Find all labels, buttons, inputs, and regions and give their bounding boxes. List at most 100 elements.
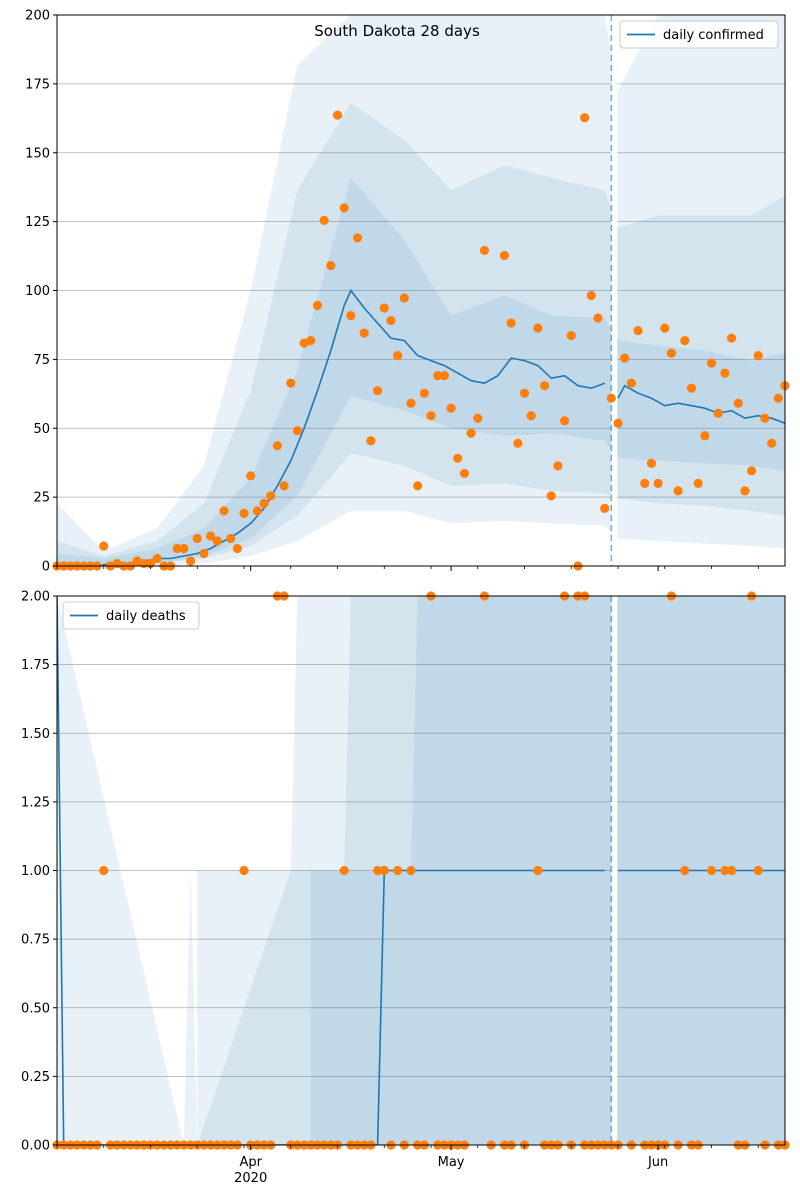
data-point — [252, 506, 262, 516]
data-point — [546, 491, 556, 501]
data-point — [319, 215, 329, 225]
data-point — [399, 293, 409, 303]
data-point — [352, 233, 363, 243]
y-tick-label: 75 — [33, 353, 50, 368]
data-point — [733, 398, 743, 408]
data-point — [212, 536, 222, 546]
data-point — [593, 313, 603, 323]
data-point — [439, 371, 449, 381]
data-point — [600, 503, 610, 513]
data-point — [453, 453, 463, 463]
data-point — [466, 428, 476, 438]
daily-deaths-panel: 0.00 0.25 0.50 0.75 1.00 1.25 1.50 1.75 2.00 Apr2… — [21, 590, 790, 1186]
legend-label: daily confirmed — [663, 28, 764, 43]
data-point — [393, 865, 403, 876]
data-point — [379, 303, 389, 313]
plot-area — [57, 15, 785, 566]
data-point — [339, 203, 349, 213]
data-point — [239, 508, 249, 519]
data-point — [620, 353, 630, 363]
data-point — [559, 416, 570, 426]
y-tick-label: 1.50 — [21, 727, 50, 742]
data-point — [526, 411, 536, 421]
y-tick-label: 0 — [42, 560, 50, 575]
data-point — [152, 553, 162, 564]
data-point — [185, 556, 196, 566]
data-point — [726, 333, 737, 343]
y-tick-label: 1.25 — [21, 795, 50, 810]
data-point — [680, 865, 690, 876]
y-tick-label: 0.75 — [21, 933, 50, 948]
series-line-segment-0 — [96, 288, 605, 566]
data-point — [653, 478, 663, 488]
data-point — [232, 543, 242, 554]
data-point — [246, 471, 256, 481]
data-point — [499, 250, 510, 261]
data-point — [726, 865, 737, 876]
data-point — [259, 498, 269, 508]
chart-title: South Dakota 28 days — [314, 22, 480, 40]
data-point — [753, 351, 763, 361]
y-tick-label: 100 — [25, 284, 50, 299]
data-point — [566, 330, 576, 341]
data-point — [379, 865, 389, 876]
data-point — [760, 413, 770, 423]
data-point — [586, 290, 596, 301]
uncertainty-band-2 — [57, 177, 785, 566]
y-tick-label: 150 — [25, 146, 50, 161]
data-point — [740, 486, 750, 496]
daily-confirmed-panel: 0 25 50 75 100 125 150 175 200 daily confirmed — [25, 9, 790, 575]
data-point — [172, 543, 182, 554]
x-tick-label: Apr — [239, 1155, 262, 1170]
data-point — [706, 865, 717, 876]
data-point — [580, 113, 590, 123]
legend-box — [619, 20, 779, 49]
data-point — [459, 468, 470, 478]
y-tick-label: 125 — [25, 215, 50, 230]
data-point — [539, 381, 550, 391]
data-point — [693, 478, 703, 488]
data-point — [366, 436, 376, 446]
data-point — [339, 865, 349, 876]
data-point — [513, 438, 523, 448]
data-point — [720, 368, 730, 378]
y-tick-label: 2.00 — [21, 590, 50, 605]
legend: daily deaths — [62, 601, 200, 630]
data-point — [306, 335, 316, 346]
data-point — [519, 388, 530, 398]
data-point — [346, 310, 356, 321]
forecast-gap — [611, 596, 618, 1145]
data-point — [219, 506, 229, 516]
data-point — [533, 323, 543, 333]
data-point — [286, 378, 296, 388]
x-year-label: 2020 — [234, 1171, 267, 1186]
series-line-segment-1 — [617, 384, 785, 424]
data-point — [747, 466, 757, 476]
y-tick-label: 50 — [33, 422, 50, 437]
data-point — [332, 110, 343, 120]
y-tick-label: 1.75 — [21, 658, 50, 673]
y-tick-label: 0.25 — [21, 1070, 50, 1085]
uncertainty-band-0 — [57, 15, 785, 566]
data-point — [419, 388, 429, 398]
data-point — [626, 378, 636, 388]
data-point — [312, 300, 323, 311]
y-tick-label: 25 — [33, 491, 50, 506]
x-tick-label: Jun — [647, 1155, 668, 1170]
legend-label: daily deaths — [106, 609, 186, 624]
data-point — [660, 323, 670, 333]
data-point — [473, 413, 483, 423]
data-point — [613, 418, 623, 428]
data-point — [606, 393, 616, 403]
data-point — [506, 318, 516, 328]
data-point — [446, 403, 456, 413]
data-point — [406, 865, 416, 876]
data-point — [393, 351, 403, 361]
data-point — [226, 533, 236, 544]
data-point — [192, 533, 202, 544]
data-point — [533, 865, 543, 876]
data-point — [673, 486, 683, 496]
data-point — [372, 386, 383, 396]
data-point — [326, 260, 336, 271]
